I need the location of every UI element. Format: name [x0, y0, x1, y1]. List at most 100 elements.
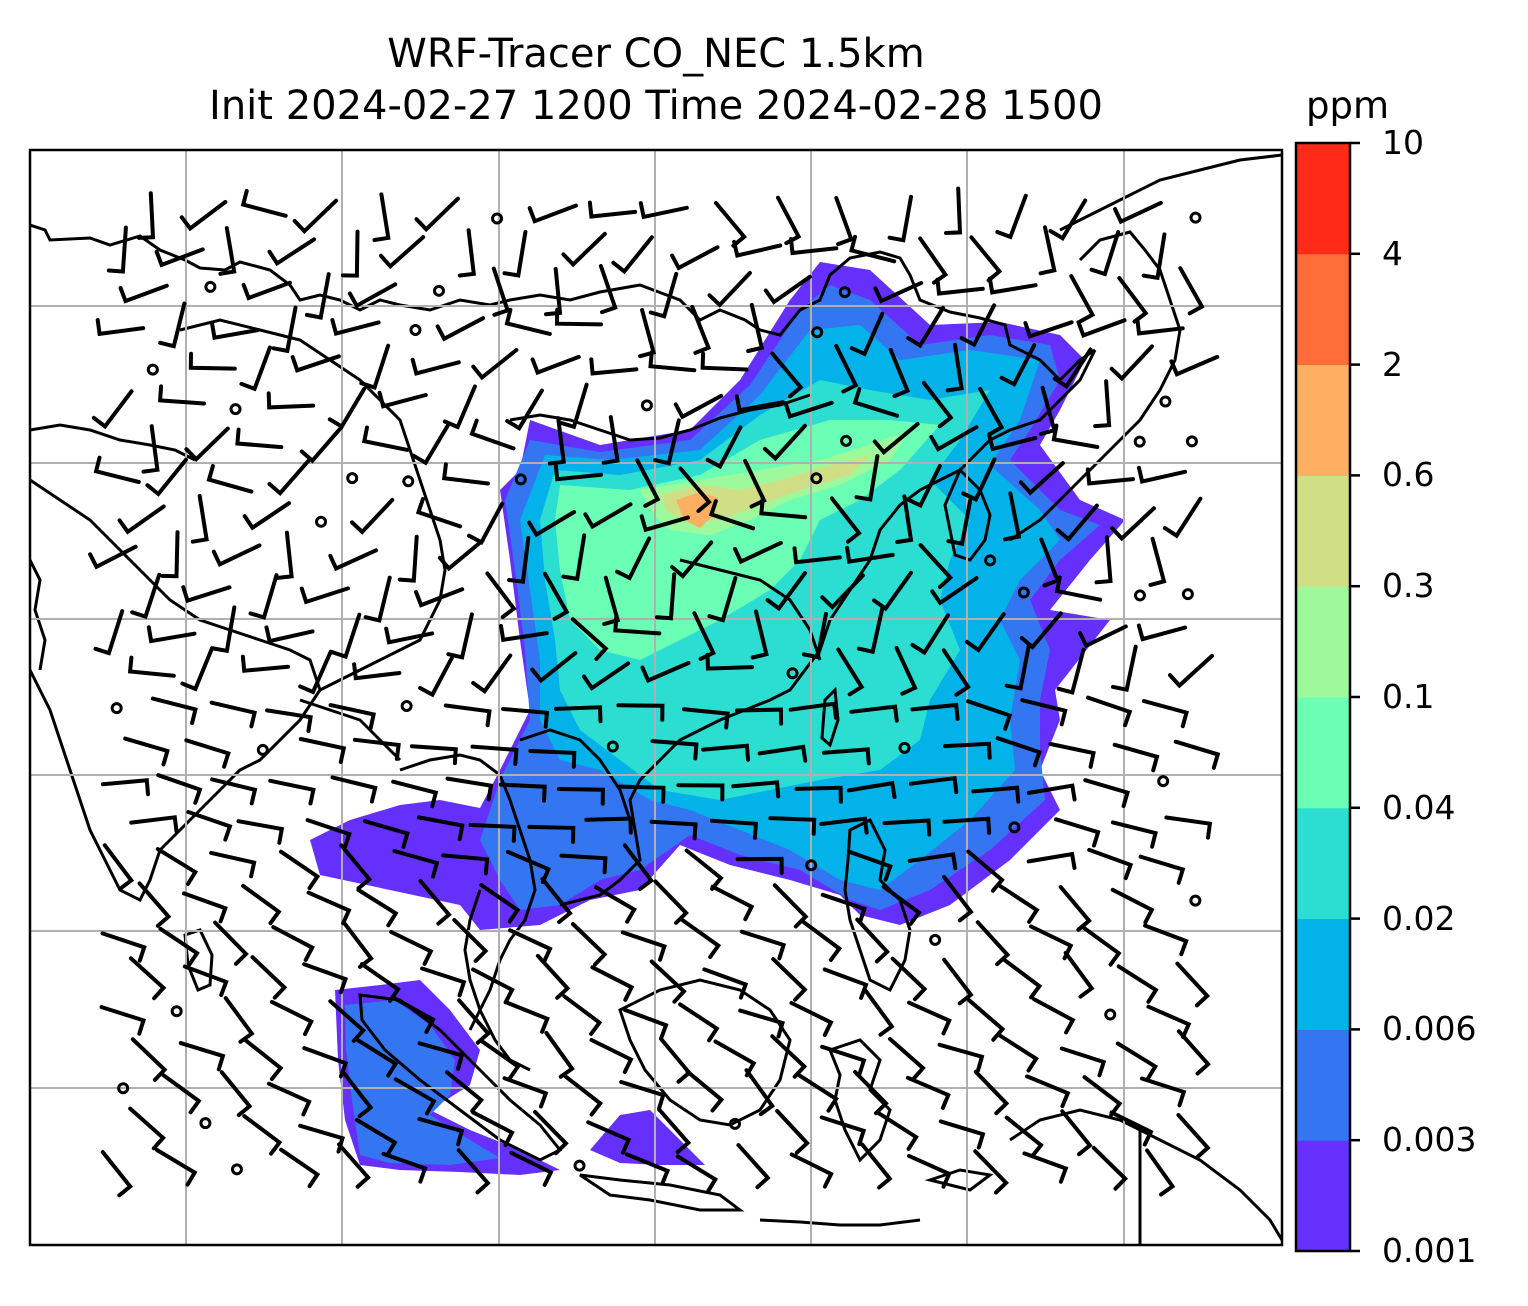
colorbar-tick-label: 0.006 — [1382, 1009, 1477, 1049]
wind-barb — [853, 1070, 889, 1116]
wind-barb — [265, 708, 313, 733]
wind-barb — [714, 201, 748, 248]
wind-barb — [961, 457, 997, 502]
coastline-inner-2 — [519, 728, 632, 821]
wind-barb — [995, 193, 1028, 240]
wind-barb — [241, 883, 282, 926]
wind-barb — [179, 200, 228, 232]
wind-barb — [971, 785, 1021, 804]
wind-barb — [1142, 699, 1189, 729]
wind-barb — [146, 625, 197, 644]
coastline-taiwan — [820, 686, 840, 748]
coastline-malay-peninsula — [463, 889, 531, 1072]
wind-barb — [188, 351, 237, 371]
wind-barb — [279, 1147, 321, 1189]
wind-barb — [328, 703, 376, 730]
wind-barb — [964, 612, 1006, 653]
wind-barb — [239, 345, 272, 392]
wind-barb — [1110, 506, 1156, 542]
colorbar-segment — [1296, 586, 1350, 698]
wind-barb — [1091, 1145, 1129, 1191]
wind-barb — [1054, 575, 1103, 602]
wind-barb — [292, 198, 339, 235]
wind-barb — [942, 957, 974, 1006]
wind-barb — [701, 743, 751, 762]
wind-barb — [507, 536, 531, 584]
wind-barb — [1082, 1075, 1123, 1117]
wind-barb — [1003, 491, 1022, 542]
wind-barb — [156, 773, 203, 805]
wind-barb — [638, 201, 689, 220]
calm-wind-marker — [640, 399, 653, 412]
wind-barb — [180, 646, 214, 692]
wind-barb — [504, 307, 552, 336]
wind-barb — [268, 778, 316, 806]
wind-barb — [240, 189, 288, 218]
wind-barb — [907, 1000, 952, 1036]
wind-barb — [393, 1077, 437, 1116]
wind-barb — [829, 496, 862, 544]
wind-barb — [584, 816, 633, 835]
wind-barb — [1020, 698, 1068, 727]
wind-barb — [186, 810, 233, 842]
wind-barb — [1076, 318, 1127, 338]
wind-barb — [498, 782, 547, 803]
wind-barb — [707, 576, 738, 623]
wind-barb — [356, 1038, 399, 1078]
wind-barb — [1087, 847, 1134, 881]
wind-barb — [735, 856, 784, 875]
wind-barb — [330, 318, 381, 337]
wind-barb — [1002, 957, 1043, 1000]
wind-barb — [873, 280, 924, 304]
wind-barb — [930, 576, 979, 606]
wind-barb — [130, 572, 162, 620]
wind-barb — [570, 922, 608, 967]
wind-barb — [106, 225, 128, 274]
wind-barb — [155, 1148, 198, 1187]
colorbar-segment — [1296, 364, 1350, 476]
wind-barb — [445, 1070, 485, 1113]
wind-barb — [359, 343, 391, 391]
coastline-borneo — [618, 978, 792, 1127]
wind-barb — [942, 875, 974, 923]
wind-barb — [710, 884, 755, 922]
wind-barb — [213, 920, 249, 966]
wind-barb — [502, 1076, 549, 1109]
calm-wind-marker — [432, 284, 445, 297]
calm-wind-marker — [1189, 894, 1202, 907]
wind-barb — [1176, 1113, 1211, 1160]
wind-barb — [392, 849, 440, 879]
wind-barb — [999, 343, 1037, 387]
wind-barb — [887, 194, 913, 243]
calm-wind-marker — [229, 403, 242, 416]
wind-barb — [966, 849, 1005, 893]
wind-barb — [128, 956, 167, 1001]
wind-barb — [987, 433, 1038, 452]
wind-barb — [877, 1111, 919, 1151]
calm-wind-marker — [110, 702, 123, 715]
wind-barb — [820, 1044, 867, 1076]
wind-barb — [908, 775, 959, 795]
wind-barb — [1109, 344, 1154, 382]
wind-barb — [527, 824, 576, 844]
wind-barb — [356, 888, 399, 928]
wind-barb — [264, 625, 315, 644]
wind-barb — [508, 928, 553, 964]
colorbar-units-label: ppm — [1306, 84, 1390, 127]
wind-barb — [1115, 1041, 1159, 1081]
wind-barb — [123, 736, 170, 767]
coastline-china-west-border — [179, 318, 447, 692]
calm-wind-marker — [1008, 821, 1021, 834]
coastline-caspian-west — [30, 423, 196, 462]
wind-barb — [653, 879, 689, 925]
wind-barb — [547, 416, 566, 466]
coastline-sumatra — [358, 993, 563, 1162]
wind-barb — [95, 318, 146, 337]
wind-barb — [437, 538, 485, 572]
wind-barb — [615, 536, 652, 581]
wind-barb — [339, 843, 373, 891]
wind-barb — [1110, 887, 1155, 925]
wind-barb — [392, 996, 436, 1034]
wind-barb — [184, 426, 230, 463]
wind-barb — [1026, 851, 1077, 870]
